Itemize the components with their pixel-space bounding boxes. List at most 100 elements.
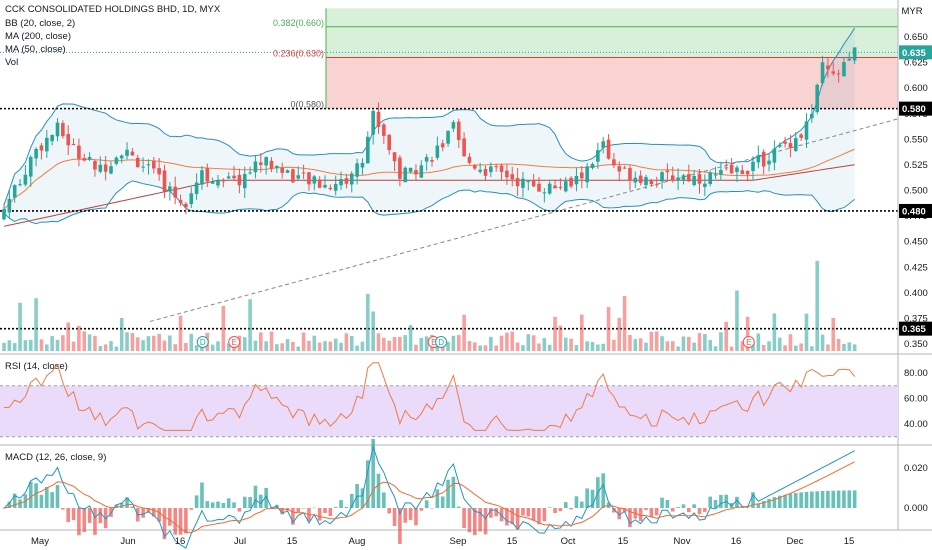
candle-body bbox=[751, 161, 755, 171]
chart-title: CCK CONSOLIDATED HOLDINGS BHD, 1D, MYX bbox=[5, 4, 221, 15]
x-tick-label: 15 bbox=[507, 536, 518, 547]
macd-histogram-bar bbox=[45, 486, 49, 508]
volume-bar bbox=[483, 345, 488, 351]
legend-bb[interactable]: BB (20, close, 2) bbox=[5, 18, 76, 29]
volume-bar bbox=[221, 305, 226, 351]
candle-body bbox=[649, 180, 654, 185]
volume-bar bbox=[547, 344, 552, 351]
volume-bar bbox=[815, 260, 819, 351]
macd-histogram-bar bbox=[317, 508, 322, 521]
candle-body bbox=[77, 145, 81, 159]
macd-histogram-bar bbox=[628, 508, 632, 528]
candle-body bbox=[333, 184, 338, 191]
candle-body bbox=[847, 58, 852, 61]
candle-body bbox=[761, 151, 766, 167]
macd-histogram-bar bbox=[622, 508, 627, 513]
macd-histogram-bar bbox=[253, 485, 258, 508]
volume-bar bbox=[580, 314, 584, 351]
volume-bar bbox=[831, 318, 836, 351]
volume-bar bbox=[729, 346, 734, 351]
price-tick-label: 0.600 bbox=[904, 83, 928, 94]
volume-bar bbox=[676, 346, 680, 351]
macd-histogram-bar bbox=[50, 492, 54, 508]
volume-bar bbox=[654, 331, 659, 351]
price-tick-label: 0.550 bbox=[904, 134, 928, 145]
candle-body bbox=[740, 170, 745, 175]
macd-histogram-bar bbox=[697, 508, 702, 515]
price-tick-label: 0.375 bbox=[904, 313, 928, 324]
macd-histogram-bar bbox=[221, 502, 226, 508]
svg-text:D: D bbox=[438, 338, 444, 347]
x-tick-label: Sep bbox=[450, 536, 467, 547]
candle-body bbox=[45, 137, 49, 152]
price-tick-label: 0.650 bbox=[904, 32, 928, 43]
macd-histogram-bar bbox=[574, 496, 579, 508]
legend-macd[interactable]: MACD (12, 26, close, 9) bbox=[5, 452, 107, 463]
volume-bar bbox=[473, 342, 477, 351]
volume-bar bbox=[553, 316, 557, 351]
volume-bar bbox=[542, 338, 547, 351]
candle-body bbox=[451, 122, 456, 129]
macd-histogram-bar bbox=[344, 506, 349, 508]
macd-histogram-bar bbox=[446, 479, 450, 508]
candle-body bbox=[371, 110, 375, 135]
macd-histogram-bar bbox=[826, 490, 830, 508]
candle-body bbox=[194, 182, 199, 194]
macd-histogram-bar bbox=[333, 507, 338, 508]
volume-bar bbox=[633, 339, 638, 351]
macd-histogram-bar bbox=[676, 507, 680, 508]
candle-body bbox=[323, 184, 327, 188]
volume-bar bbox=[713, 346, 718, 351]
legend-ma50[interactable]: MA (50, close) bbox=[5, 44, 66, 55]
volume-bar bbox=[574, 345, 579, 351]
volume-bar bbox=[842, 343, 846, 351]
volume-bar bbox=[585, 341, 589, 351]
candle-body bbox=[794, 138, 798, 151]
candle-body bbox=[804, 121, 809, 140]
candle-body bbox=[382, 124, 386, 136]
macd-histogram-bar bbox=[526, 508, 531, 517]
svg-text:E: E bbox=[746, 338, 751, 347]
candle-body bbox=[435, 145, 440, 158]
candle-body bbox=[462, 138, 466, 157]
candle-body bbox=[852, 47, 857, 61]
candle-body bbox=[387, 134, 391, 151]
candle-body bbox=[772, 148, 777, 163]
macd-histogram-bar bbox=[558, 508, 563, 512]
macd-histogram-bar bbox=[55, 485, 60, 508]
legend-rsi[interactable]: RSI (14, close) bbox=[5, 361, 68, 372]
macd-histogram-bar bbox=[7, 501, 12, 508]
macd-line bbox=[3, 444, 855, 549]
volume-bar bbox=[2, 342, 6, 351]
candle-body bbox=[483, 169, 488, 176]
volume-bar bbox=[45, 344, 49, 351]
candle-body bbox=[473, 165, 477, 169]
x-tick-label: 15 bbox=[618, 536, 629, 547]
volume-bar bbox=[649, 331, 654, 351]
fib-zone-green bbox=[326, 8, 898, 58]
candle-body bbox=[783, 141, 787, 144]
candle-body bbox=[210, 181, 215, 184]
candle-body bbox=[275, 165, 279, 169]
level-tag-0580: 0.580 bbox=[902, 104, 926, 115]
macd-histogram-bar bbox=[654, 508, 659, 516]
svg-text:E: E bbox=[431, 338, 436, 347]
macd-histogram-bar bbox=[87, 508, 92, 523]
candle-body bbox=[71, 144, 76, 146]
legend-ma200[interactable]: MA (200, close) bbox=[5, 31, 71, 42]
candle-body bbox=[184, 203, 188, 208]
volume-bar bbox=[141, 340, 145, 351]
fib-zone-red bbox=[326, 57, 898, 109]
candle-body bbox=[23, 174, 28, 185]
ma200-line bbox=[3, 164, 855, 227]
macd-histogram-bar bbox=[478, 508, 482, 532]
candle-body bbox=[810, 113, 814, 119]
candle-body bbox=[232, 175, 236, 179]
legend-vol[interactable]: Vol bbox=[5, 57, 19, 68]
volume-bar bbox=[349, 335, 354, 351]
x-tick-label: 15 bbox=[287, 536, 298, 547]
macd-tick-label: 0.000 bbox=[904, 503, 928, 514]
volume-bar bbox=[125, 332, 129, 351]
fib-label-0: 0.382(0.660) bbox=[273, 18, 324, 28]
